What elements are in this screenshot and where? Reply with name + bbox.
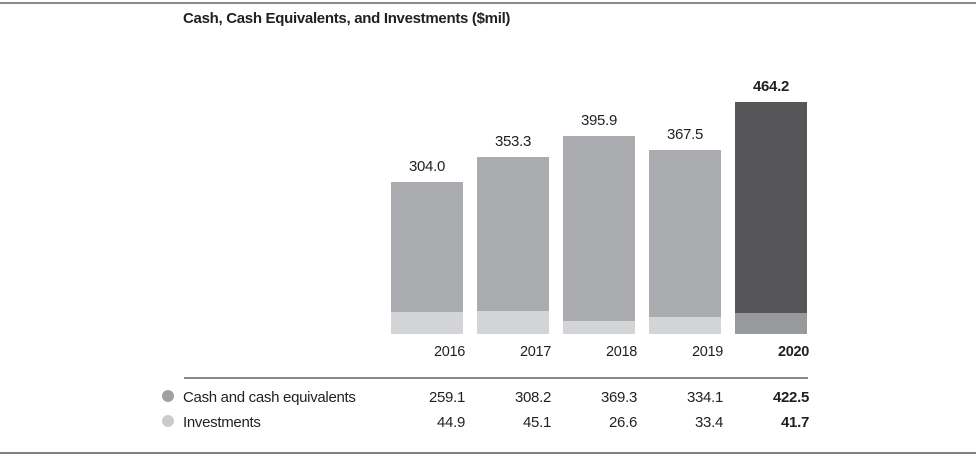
top-divider bbox=[0, 2, 976, 4]
bar-2019 bbox=[649, 150, 721, 335]
table-value-cash-2017: 308.2 bbox=[514, 389, 551, 406]
legend-label-cash: Cash and cash equivalents bbox=[183, 389, 356, 406]
table-value-investments-2020: 41.7 bbox=[781, 414, 809, 431]
bar-2020 bbox=[735, 101, 807, 334]
chart-title: Cash, Cash Equivalents, and Investments … bbox=[183, 10, 511, 27]
table-value-cash-2018: 369.3 bbox=[600, 389, 637, 406]
legend-dot-cash-icon bbox=[162, 390, 174, 402]
bar-2017 bbox=[477, 157, 549, 334]
bar-2018-total-label: 395.9 bbox=[580, 112, 618, 130]
bar-2020-total-label: 464.2 bbox=[752, 77, 790, 95]
table-value-cash-2020: 422.5 bbox=[772, 389, 809, 406]
x-axis-label-2017: 2017 bbox=[519, 344, 551, 360]
bar-2016-investments-segment bbox=[391, 311, 463, 334]
bar-2019-total-label: 367.5 bbox=[666, 126, 704, 144]
bar-2020-investments-segment bbox=[735, 313, 807, 334]
bar-2017-total-label: 353.3 bbox=[494, 133, 532, 151]
x-axis-label-2018: 2018 bbox=[605, 344, 637, 360]
bar-2018 bbox=[563, 136, 635, 334]
table-value-investments-2016: 44.9 bbox=[437, 414, 465, 431]
x-axis-label-2019: 2019 bbox=[691, 344, 723, 360]
legend-table-divider bbox=[184, 377, 808, 379]
bar-2017-investments-segment bbox=[477, 311, 549, 334]
bottom-divider bbox=[0, 452, 976, 454]
table-value-investments-2017: 45.1 bbox=[523, 414, 551, 431]
table-value-investments-2018: 26.6 bbox=[609, 414, 637, 431]
bar-2016-total-label: 304.0 bbox=[408, 158, 446, 175]
table-value-investments-2019: 33.4 bbox=[695, 414, 723, 431]
table-value-cash-2019: 334.1 bbox=[686, 389, 723, 406]
bar-2016 bbox=[391, 182, 463, 334]
legend-dot-investments-icon bbox=[162, 415, 174, 427]
table-value-cash-2016: 259.1 bbox=[428, 389, 465, 406]
x-axis-label-2020: 2020 bbox=[777, 344, 809, 360]
bar-2019-investments-segment bbox=[649, 317, 721, 335]
bar-2018-investments-segment bbox=[563, 320, 635, 334]
legend-label-investments: Investments bbox=[183, 414, 261, 431]
x-axis-label-2016: 2016 bbox=[433, 344, 465, 360]
